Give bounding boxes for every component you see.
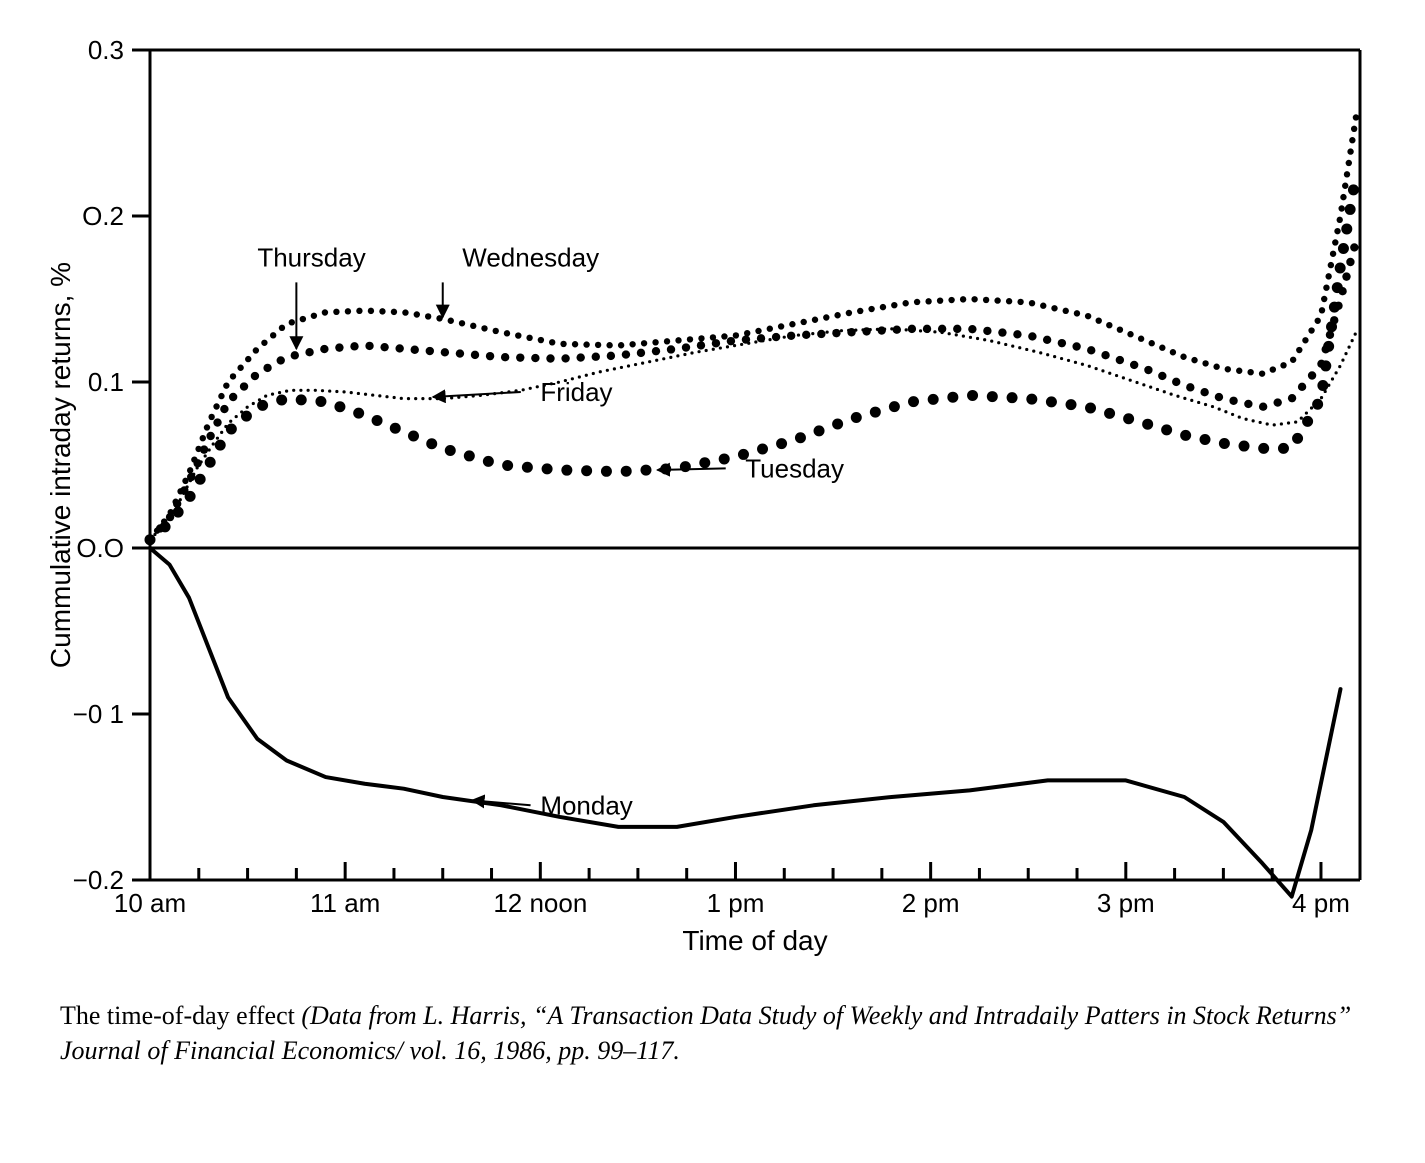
svg-text:O.2: O.2 (82, 201, 124, 231)
svg-text:Time of day: Time of day (682, 925, 827, 956)
svg-text:1 pm: 1 pm (707, 888, 765, 918)
svg-text:12 noon: 12 noon (493, 888, 587, 918)
label-wednesday: Wednesday (462, 243, 599, 273)
svg-text:Cummulative intraday returns,: Cummulative intraday returns, % (45, 262, 76, 668)
chart-svg: −0.2−0 1O.O0.1O.20.3Cummulative intraday… (40, 30, 1385, 970)
label-thursday: Thursday (257, 243, 365, 273)
figure-caption: The time-of-day effect (Data from L. Har… (60, 998, 1365, 1068)
svg-text:O.O: O.O (76, 533, 124, 563)
svg-text:0.1: 0.1 (88, 367, 124, 397)
series-thursday (146, 243, 1359, 544)
svg-text:11 am: 11 am (310, 888, 380, 918)
series-friday (148, 327, 1356, 541)
series-monday (150, 548, 1340, 897)
series-tuesday (145, 184, 1359, 545)
svg-text:−0 1: −0 1 (73, 699, 124, 729)
label-monday: Monday (540, 790, 633, 820)
svg-text:0.3: 0.3 (88, 35, 124, 65)
svg-text:2 pm: 2 pm (902, 888, 960, 918)
label-tuesday: Tuesday (745, 453, 844, 483)
svg-text:10 am: 10 am (114, 888, 186, 918)
returns-by-time-of-day-chart: −0.2−0 1O.O0.1O.20.3Cummulative intraday… (40, 30, 1385, 970)
arrow-friday (433, 392, 521, 397)
caption-lead: The time-of-day effect (60, 1001, 295, 1030)
svg-text:3 pm: 3 pm (1097, 888, 1155, 918)
svg-text:4 pm: 4 pm (1292, 888, 1350, 918)
label-friday: Friday (540, 377, 612, 407)
